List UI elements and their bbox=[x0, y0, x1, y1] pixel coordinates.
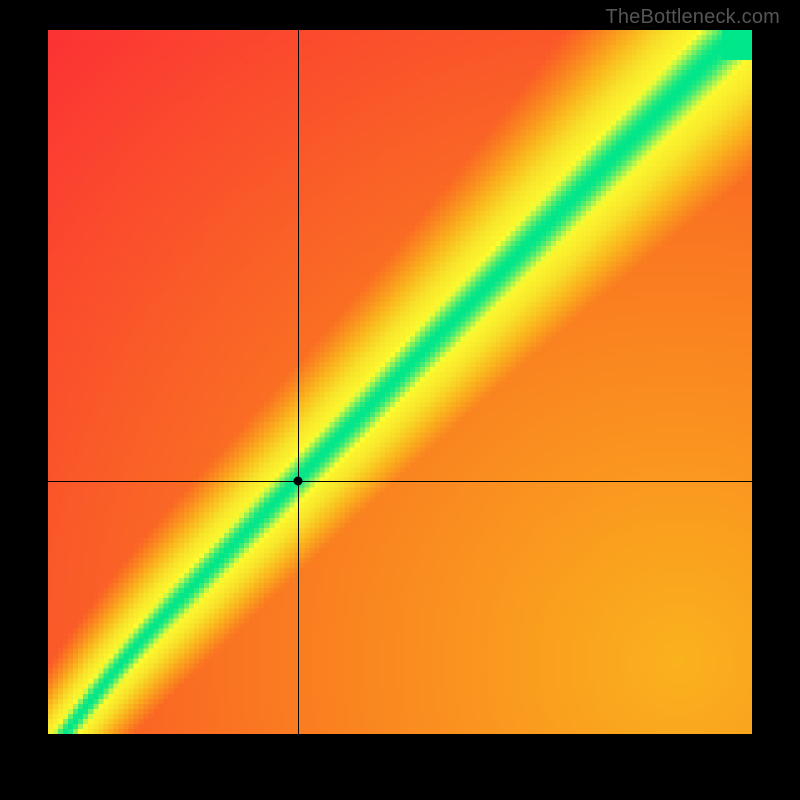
crosshair-vertical bbox=[298, 30, 299, 734]
watermark-text: TheBottleneck.com bbox=[605, 6, 780, 29]
crosshair-horizontal bbox=[48, 481, 752, 482]
heatmap-canvas bbox=[48, 30, 752, 734]
bottleneck-heatmap bbox=[48, 30, 752, 734]
selected-point-marker bbox=[293, 476, 302, 485]
